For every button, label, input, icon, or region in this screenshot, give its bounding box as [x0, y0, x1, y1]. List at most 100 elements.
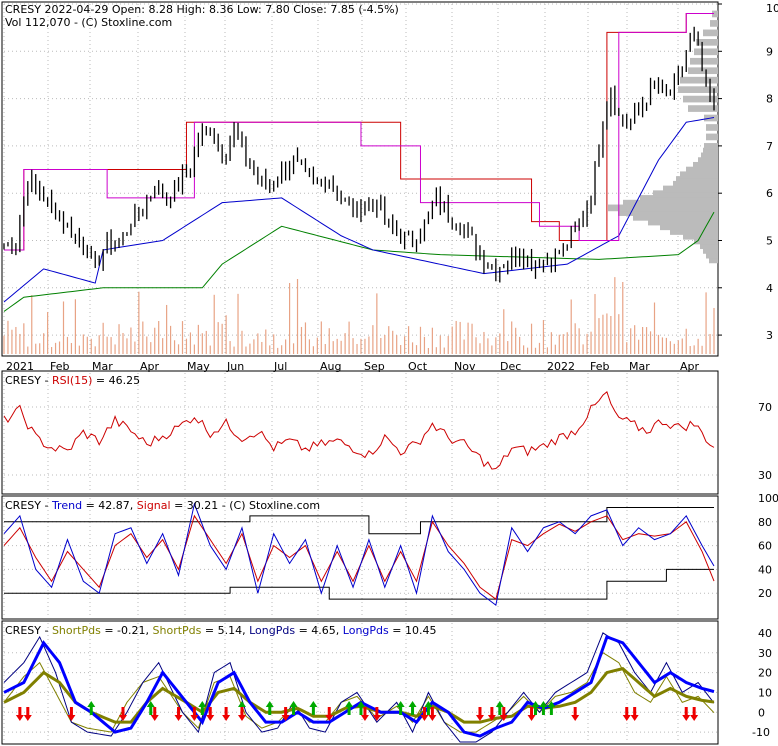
down-arrow-icon-19	[527, 707, 536, 721]
down-arrow-icon-2	[67, 707, 76, 721]
date-axis-label-6: Jul	[273, 360, 287, 373]
price-panel	[1, 1, 719, 357]
volume-profile-bar-8	[648, 218, 718, 226]
rsi-axis-tick-30: 30	[758, 469, 772, 482]
down-arrow-icon-22	[630, 707, 639, 721]
down-arrow-icon-1	[23, 707, 32, 721]
volume-profile-bar-14	[653, 190, 718, 198]
pds-long-thick-line	[3, 634, 715, 738]
price-axis-tick-7: 7	[766, 140, 773, 153]
price-axis-tick-4: 4	[766, 282, 773, 295]
volume-profile-bar-38	[712, 10, 718, 18]
volume-profile-bar-37	[710, 20, 718, 27]
rsi-gridlines	[3, 373, 718, 492]
up-arrow-icon-1	[146, 701, 155, 715]
price-axis-tick-10: 10	[766, 2, 778, 15]
volume-profile-bar-11	[608, 204, 718, 212]
stoch-label-signal-value: = 30.21	[174, 499, 218, 512]
volume-profile-bar-23	[703, 147, 718, 155]
pds-label-short1-name: ShortPds	[52, 624, 101, 637]
down-arrow-icon-8	[222, 707, 231, 721]
down-arrow-icon-21	[622, 707, 631, 721]
up-arrow-icon-9	[396, 701, 405, 715]
volume-profile-bar-9	[633, 214, 718, 221]
date-axis-label-8: Sep	[364, 360, 385, 373]
volume-profile-bar-22	[701, 152, 718, 160]
price-axis-tick-5: 5	[766, 234, 773, 247]
pds-axis-tick-10: 10	[758, 686, 772, 699]
up-arrow-icon-10	[408, 701, 417, 715]
volume-profile-bar-15	[663, 185, 718, 193]
stoch-gridlines	[3, 498, 718, 617]
volume-profile-bar-20	[693, 161, 718, 169]
volume-profile-bar-33	[690, 57, 718, 65]
rsi-line	[3, 390, 715, 470]
volume-profile-bar-28	[688, 105, 718, 112]
pds-label-ticker: CRESY	[5, 624, 41, 637]
down-arrow-icon-11	[325, 707, 334, 721]
stoch-axis-tick-40: 40	[758, 563, 772, 576]
down-arrow-icon-4	[150, 707, 159, 721]
support-line-green	[3, 211, 715, 312]
date-axis-label-3: Apr	[140, 360, 160, 373]
pds-axis-tick-20: 20	[758, 667, 772, 680]
stoch-panel	[1, 495, 719, 620]
date-axis-label-10: Nov	[454, 360, 476, 373]
volume-profile-bar-29	[683, 95, 718, 103]
volume-profile-bar-2	[703, 247, 718, 254]
volume-profile-bar-0	[709, 256, 718, 264]
pds-label-long2-value: = 10.45	[392, 624, 436, 637]
down-arrow-icon-16	[475, 707, 484, 721]
stoch-label-signal-name: Signal	[137, 499, 171, 512]
price-candles	[3, 26, 715, 283]
volume-profile-bar-17	[676, 176, 718, 183]
volume-profile-bar-3	[700, 242, 718, 250]
price-axis-tick-3: 3	[766, 329, 773, 342]
date-axis-label-0: 2021	[6, 360, 34, 373]
price-axis-tick-8: 8	[766, 93, 773, 106]
stoch-axis: 100 80 60 40 20	[758, 492, 778, 600]
date-axis-label-9: Oct	[408, 360, 428, 373]
date-axis-label-11: Dec	[500, 360, 521, 373]
up-arrow-icon-15	[547, 701, 556, 715]
up-arrow-icon-2	[198, 701, 207, 715]
up-arrow-icon-4	[265, 701, 274, 715]
stoch-label-credit: - (C) Stoxline.com	[222, 499, 320, 512]
down-arrow-icon-0	[15, 707, 24, 721]
down-arrow-icon-5	[174, 707, 183, 721]
volume-bars	[3, 277, 715, 354]
price-indicator-lines	[3, 12, 715, 312]
down-arrow-icon-15	[428, 707, 437, 721]
stoch-axis-tick-20: 20	[758, 587, 772, 600]
volume-profile-bar-4	[694, 237, 718, 245]
volume-profile-bar-25	[706, 133, 718, 141]
pds-label-long1-name: LongPds	[249, 624, 295, 637]
volume-profile-bar-16	[673, 180, 718, 188]
down-arrow-icon-3	[118, 707, 127, 721]
stoch-upper-band	[4, 507, 714, 535]
up-arrow-icon-0	[87, 701, 96, 715]
date-axis-label-4: May	[187, 360, 210, 373]
up-arrow-icon-7	[345, 701, 354, 715]
date-axis-label-13: Feb	[590, 360, 609, 373]
volume-profile-bar-1	[706, 251, 718, 259]
pds-label-short2-value: = 5.14	[205, 624, 242, 637]
date-axis-label-12: 2022	[547, 360, 575, 373]
rsi-panel	[1, 370, 719, 495]
pds-label-short2-name: ShortPds	[153, 624, 202, 637]
stoch-axis-tick-80: 80	[758, 516, 772, 529]
stoch-axis-tick-60: 60	[758, 540, 772, 553]
down-arrow-icon-24	[690, 707, 699, 721]
up-arrow-icon-11	[424, 701, 433, 715]
pds-axis: 40 30 20 10 0 -10	[752, 627, 772, 739]
volume-profile-bar-6	[670, 228, 718, 235]
stoch-label-trend-value: = 42.87	[86, 499, 130, 512]
rsi-series-line	[3, 390, 715, 470]
price-axis-tick-9: 9	[766, 45, 773, 58]
volume-profile-bar-10	[618, 209, 718, 216]
down-arrow-icon-6	[190, 707, 199, 721]
rsi-label: CRESY - RSI(15) = 46.25	[5, 374, 140, 387]
support-line-blue	[3, 117, 715, 303]
volume-profile	[608, 10, 718, 264]
pds-axis-tick-40: 40	[758, 627, 772, 640]
